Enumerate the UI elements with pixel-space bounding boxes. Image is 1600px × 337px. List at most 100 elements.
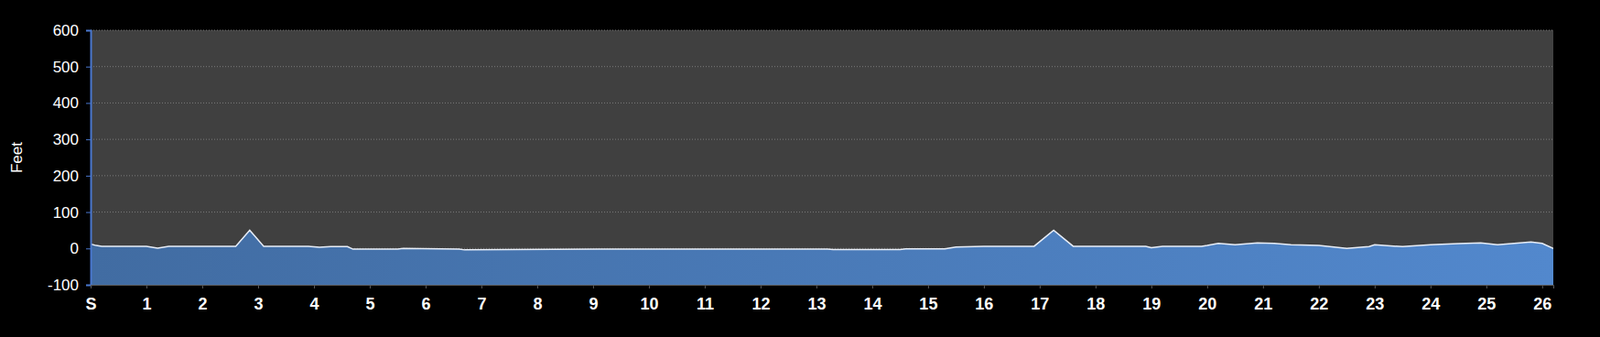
- x-tick-label: 21: [1254, 294, 1273, 314]
- x-tick-label: S: [85, 294, 97, 314]
- x-tick-mark: [258, 284, 260, 289]
- y-tick-label: 400: [53, 94, 79, 112]
- y-tick-mark: [86, 212, 91, 214]
- y-tick-label: 200: [53, 167, 79, 185]
- y-tick: 300: [53, 130, 91, 149]
- x-tick-mark: [872, 284, 874, 289]
- x-tick: 12: [751, 284, 770, 314]
- x-tick-label: 5: [365, 294, 375, 314]
- y-tick-label: 600: [53, 21, 79, 40]
- x-tick: 9: [588, 284, 598, 314]
- y-tick-label: 300: [53, 130, 79, 149]
- x-tick: 6: [421, 284, 431, 314]
- grid-line: [90, 174, 1554, 176]
- x-tick: 25: [1477, 284, 1496, 314]
- x-tick: 24: [1421, 284, 1440, 314]
- y-axis-title: Feet: [8, 141, 26, 173]
- x-tick-mark: [146, 284, 148, 289]
- x-tick-label: 17: [1030, 294, 1049, 314]
- x-tick-label: 9: [588, 294, 598, 314]
- x-tick: 21: [1254, 284, 1273, 314]
- x-tick-mark: [928, 284, 930, 289]
- elevation-area: [90, 229, 1554, 285]
- x-tick: 11: [696, 284, 714, 314]
- x-tick-label: 24: [1421, 294, 1440, 314]
- x-tick-label: 14: [863, 294, 882, 314]
- x-tick-label: 25: [1477, 294, 1496, 314]
- x-tick-label: 18: [1086, 294, 1105, 314]
- x-tick-label: 19: [1142, 294, 1161, 314]
- x-tick-mark: [313, 284, 315, 289]
- y-tick-mark: [86, 30, 91, 32]
- grid: [90, 30, 1554, 285]
- x-tick: 19: [1142, 284, 1161, 314]
- grid-line: [90, 30, 1554, 32]
- x-tick-label: 8: [532, 294, 542, 314]
- x-tick-mark: [1151, 284, 1153, 289]
- x-tick: 23: [1365, 284, 1384, 314]
- x-axis: S123456789101112131415161718192021222324…: [85, 284, 1554, 314]
- x-tick: 3: [253, 284, 263, 314]
- grid-line: [90, 102, 1554, 104]
- x-tick-label: 11: [696, 294, 714, 314]
- x-tick: 17: [1030, 284, 1049, 314]
- y-tick: 400: [53, 94, 91, 112]
- x-tick-mark: [1263, 284, 1265, 289]
- x-tick: S: [85, 284, 97, 314]
- y-axis-line: [86, 31, 92, 286]
- x-tick-mark: [704, 284, 706, 289]
- y-tick: 0: [70, 239, 91, 258]
- x-tick-label: 20: [1198, 294, 1217, 314]
- x-tick: 18: [1086, 284, 1105, 314]
- x-tick-mark: [1486, 284, 1488, 289]
- y-tick-mark: [86, 66, 91, 68]
- elevation-line: [90, 229, 1554, 249]
- y-tick-label: 100: [53, 204, 79, 222]
- x-tick-mark: [1430, 284, 1432, 289]
- y-tick-mark: [86, 139, 91, 141]
- x-tick-mark: [1207, 284, 1209, 289]
- x-tick-mark: [648, 284, 650, 289]
- x-tick-label: 3: [253, 294, 263, 314]
- x-tick-label: 26: [1533, 294, 1552, 314]
- x-tick-mark: [983, 284, 985, 289]
- x-tick: 5: [365, 284, 375, 314]
- x-tick: 10: [639, 284, 659, 314]
- y-tick: 100: [53, 204, 91, 222]
- y-tick: -100: [47, 276, 91, 294]
- y-tick-mark: [86, 175, 91, 177]
- x-tick-mark: [481, 284, 483, 289]
- x-tick: 8: [532, 284, 542, 314]
- y-tick: 500: [53, 58, 91, 76]
- x-tick-label: 7: [476, 294, 487, 314]
- x-axis-line: [91, 285, 1555, 290]
- y-tick-mark: [86, 102, 91, 104]
- x-tick-label: 12: [751, 294, 770, 314]
- x-tick-label: 1: [141, 294, 152, 314]
- y-tick: 600: [53, 21, 91, 40]
- plot: -1000100200300400500600S1234567891011121…: [47, 21, 1555, 314]
- x-tick: 14: [863, 284, 882, 314]
- x-tick-label: 10: [639, 294, 659, 314]
- x-tick-mark: [425, 284, 427, 289]
- plot-background: [90, 30, 1554, 285]
- x-tick-mark: [1039, 284, 1041, 289]
- grid-line: [90, 211, 1554, 213]
- y-axis: -100 0 100 200 300 400 500 600: [47, 21, 92, 294]
- y-tick-label: 500: [53, 58, 79, 76]
- x-tick: 15: [918, 284, 938, 314]
- x-tick-mark: [1095, 284, 1097, 289]
- x-tick-label: 15: [918, 294, 938, 314]
- grid-line: [90, 65, 1554, 67]
- x-tick-mark: [90, 284, 92, 289]
- x-tick-mark: [1374, 284, 1376, 289]
- x-tick-label: 16: [974, 294, 994, 314]
- y-tick-label: 0: [70, 239, 79, 258]
- series: [90, 229, 1554, 285]
- x-tick: 7: [476, 284, 487, 314]
- chart: -1000100200300400500600S1234567891011121…: [0, 0, 1600, 337]
- x-tick: 16: [974, 284, 994, 314]
- x-tick: 4: [309, 284, 319, 314]
- x-tick-label: 23: [1365, 294, 1384, 314]
- x-tick-mark: [1318, 284, 1320, 289]
